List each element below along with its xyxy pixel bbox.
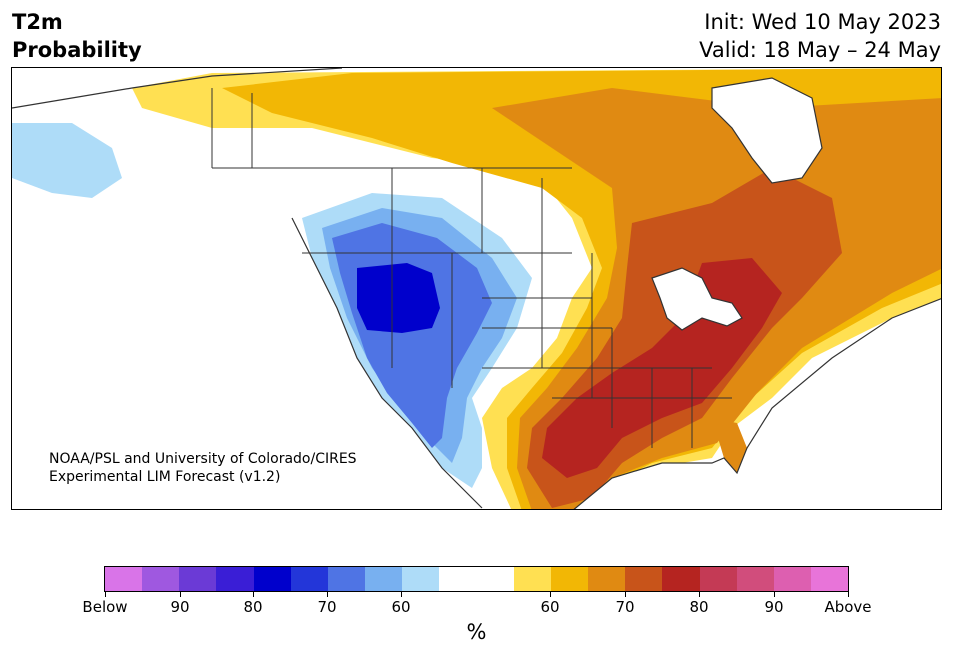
hudson-bay bbox=[712, 78, 822, 183]
map-title: T2m Probability bbox=[12, 8, 142, 64]
colorbar-tick-label: Below bbox=[82, 598, 128, 616]
colorbar-segment bbox=[439, 567, 477, 591]
gulf-of-mexico bbox=[574, 463, 769, 509]
colorbar-tick-label: 80 bbox=[243, 598, 263, 616]
colorbar-segment bbox=[588, 567, 626, 591]
colorbar-segment bbox=[662, 567, 700, 591]
colorbar-tick-mark bbox=[253, 592, 254, 597]
title-line-1: T2m bbox=[12, 10, 63, 34]
state-borders bbox=[211, 88, 732, 448]
colorbar-tick-mark bbox=[625, 592, 626, 597]
florida bbox=[712, 418, 747, 473]
valid-range: Valid: 18 May – 24 May bbox=[699, 38, 941, 62]
colorbar-tick-mark bbox=[105, 592, 106, 597]
colorbar-segment bbox=[142, 567, 180, 591]
colorbar-tick-label: 70 bbox=[317, 598, 337, 616]
colorbar-tick-label: 60 bbox=[540, 598, 560, 616]
colorbar-tick-mark bbox=[848, 592, 849, 597]
colorbar-tick-label: 70 bbox=[615, 598, 635, 616]
colorbar-segment bbox=[253, 567, 291, 591]
colorbar-segment bbox=[476, 567, 514, 591]
colorbar-tick-label: Above bbox=[824, 598, 872, 616]
colorbar-tick-mark bbox=[774, 592, 775, 597]
colorbar-segment bbox=[625, 567, 663, 591]
colorbar-segment bbox=[402, 567, 440, 591]
colorbar-segment bbox=[216, 567, 254, 591]
colorbar-tick-labels: Below 90 80 70 60 60 70 80 90 Above bbox=[0, 598, 953, 620]
colorbar-segment bbox=[179, 567, 217, 591]
map-canvas bbox=[12, 68, 941, 509]
colorbar-segment bbox=[513, 567, 551, 591]
zone-deep-blue bbox=[357, 263, 440, 333]
pacific-ocean bbox=[12, 218, 471, 509]
colorbar-tick-mark bbox=[401, 592, 402, 597]
forecast-dates: Init: Wed 10 May 2023 Valid: 18 May – 24… bbox=[699, 8, 941, 64]
colorbar-tick-mark bbox=[327, 592, 328, 597]
colorbar-tick-label: 60 bbox=[391, 598, 411, 616]
coastlines bbox=[12, 68, 941, 509]
init-date: Init: Wed 10 May 2023 bbox=[704, 10, 941, 34]
title-line-2: Probability bbox=[12, 38, 142, 62]
probability-colorbar bbox=[104, 566, 849, 592]
zone-light-blue-alaska bbox=[12, 123, 122, 198]
colorbar-segment bbox=[365, 567, 403, 591]
colorbar-tick-label: 80 bbox=[689, 598, 709, 616]
colorbar-segment bbox=[699, 567, 737, 591]
colorbar-segment bbox=[736, 567, 774, 591]
atlantic-ocean bbox=[732, 298, 941, 509]
colorbar-segment bbox=[105, 567, 143, 591]
colorbar-tick-label: 90 bbox=[170, 598, 190, 616]
colorbar-unit: % bbox=[466, 620, 487, 644]
probability-map: NOAA/PSL and University of Colorado/CIRE… bbox=[11, 67, 942, 510]
credit-line-2: Experimental LIM Forecast (v1.2) bbox=[49, 469, 281, 485]
colorbar-tick-mark bbox=[180, 592, 181, 597]
great-lakes bbox=[652, 268, 742, 330]
credit-text: NOAA/PSL and University of Colorado/CIRE… bbox=[49, 450, 357, 486]
colorbar-segment bbox=[327, 567, 366, 591]
colorbar-segment bbox=[773, 567, 811, 591]
colorbar-segment bbox=[290, 567, 328, 591]
colorbar-tick-mark bbox=[550, 592, 551, 597]
colorbar-segment bbox=[550, 567, 589, 591]
colorbar-tick-mark bbox=[699, 592, 700, 597]
credit-line-1: NOAA/PSL and University of Colorado/CIRE… bbox=[49, 451, 357, 467]
colorbar-tick-label: 90 bbox=[764, 598, 784, 616]
colorbar-segment bbox=[810, 567, 849, 591]
